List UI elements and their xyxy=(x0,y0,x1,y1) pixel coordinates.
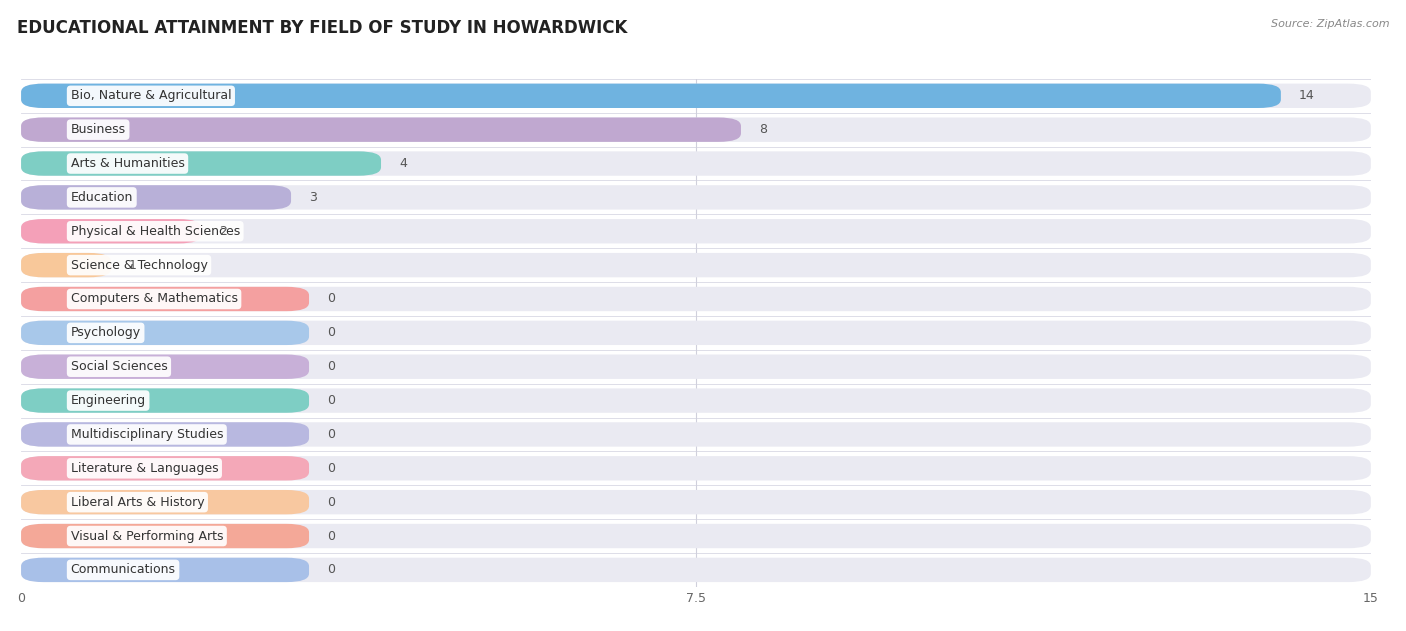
Text: 3: 3 xyxy=(309,191,316,204)
FancyBboxPatch shape xyxy=(21,219,1371,244)
FancyBboxPatch shape xyxy=(21,490,309,514)
FancyBboxPatch shape xyxy=(21,389,1371,413)
Text: 1: 1 xyxy=(129,259,136,271)
Text: 0: 0 xyxy=(328,563,335,576)
Text: 0: 0 xyxy=(328,326,335,339)
Text: Engineering: Engineering xyxy=(70,394,146,407)
FancyBboxPatch shape xyxy=(21,321,1371,345)
Text: 0: 0 xyxy=(328,293,335,305)
Text: Multidisciplinary Studies: Multidisciplinary Studies xyxy=(70,428,224,441)
FancyBboxPatch shape xyxy=(21,389,309,413)
FancyBboxPatch shape xyxy=(21,287,1371,311)
Text: EDUCATIONAL ATTAINMENT BY FIELD OF STUDY IN HOWARDWICK: EDUCATIONAL ATTAINMENT BY FIELD OF STUDY… xyxy=(17,19,627,37)
FancyBboxPatch shape xyxy=(21,253,1371,277)
Text: 0: 0 xyxy=(328,496,335,509)
Text: 2: 2 xyxy=(219,225,226,238)
FancyBboxPatch shape xyxy=(21,186,291,209)
FancyBboxPatch shape xyxy=(21,151,381,175)
FancyBboxPatch shape xyxy=(21,117,1371,142)
FancyBboxPatch shape xyxy=(21,253,111,277)
FancyBboxPatch shape xyxy=(21,558,309,582)
Text: Education: Education xyxy=(70,191,134,204)
FancyBboxPatch shape xyxy=(21,422,1371,447)
Text: 0: 0 xyxy=(328,529,335,543)
FancyBboxPatch shape xyxy=(21,456,1371,480)
Text: Science & Technology: Science & Technology xyxy=(70,259,208,271)
Text: Bio, Nature & Agricultural: Bio, Nature & Agricultural xyxy=(70,90,231,102)
FancyBboxPatch shape xyxy=(21,524,309,548)
FancyBboxPatch shape xyxy=(21,355,309,379)
FancyBboxPatch shape xyxy=(21,287,309,311)
FancyBboxPatch shape xyxy=(21,490,1371,514)
FancyBboxPatch shape xyxy=(21,456,309,480)
Text: Arts & Humanities: Arts & Humanities xyxy=(70,157,184,170)
Text: Liberal Arts & History: Liberal Arts & History xyxy=(70,496,204,509)
Text: Visual & Performing Arts: Visual & Performing Arts xyxy=(70,529,224,543)
Text: 0: 0 xyxy=(328,428,335,441)
FancyBboxPatch shape xyxy=(21,219,201,244)
Text: 0: 0 xyxy=(328,360,335,373)
Text: Psychology: Psychology xyxy=(70,326,141,339)
FancyBboxPatch shape xyxy=(21,186,1371,209)
Text: Physical & Health Sciences: Physical & Health Sciences xyxy=(70,225,240,238)
FancyBboxPatch shape xyxy=(21,558,1371,582)
FancyBboxPatch shape xyxy=(21,84,1371,108)
FancyBboxPatch shape xyxy=(21,321,309,345)
Text: 4: 4 xyxy=(399,157,406,170)
Text: Business: Business xyxy=(70,123,125,136)
FancyBboxPatch shape xyxy=(21,422,309,447)
FancyBboxPatch shape xyxy=(21,355,1371,379)
Text: 14: 14 xyxy=(1299,90,1315,102)
Text: 8: 8 xyxy=(759,123,766,136)
Text: Social Sciences: Social Sciences xyxy=(70,360,167,373)
FancyBboxPatch shape xyxy=(21,117,741,142)
Text: Computers & Mathematics: Computers & Mathematics xyxy=(70,293,238,305)
Text: Source: ZipAtlas.com: Source: ZipAtlas.com xyxy=(1271,19,1389,29)
Text: Communications: Communications xyxy=(70,563,176,576)
Text: Literature & Languages: Literature & Languages xyxy=(70,462,218,475)
Text: 0: 0 xyxy=(328,462,335,475)
FancyBboxPatch shape xyxy=(21,151,1371,175)
Text: 0: 0 xyxy=(328,394,335,407)
FancyBboxPatch shape xyxy=(21,84,1281,108)
FancyBboxPatch shape xyxy=(21,524,1371,548)
